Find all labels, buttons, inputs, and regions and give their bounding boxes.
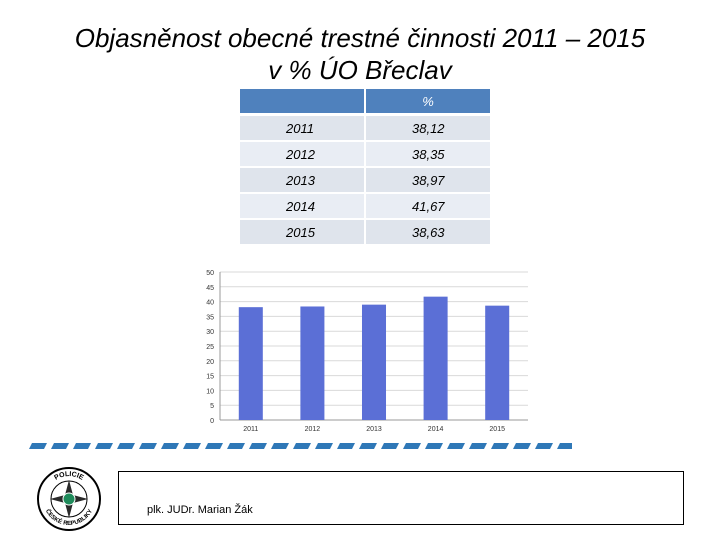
x-tick-label: 2014: [428, 426, 444, 433]
logo-text-top: POLICIE: [53, 471, 85, 482]
table-cell-year: 2015: [240, 220, 366, 246]
table-cell-year: 2011: [240, 116, 366, 142]
y-tick-label: 15: [206, 374, 214, 381]
table-cell-year: 2012: [240, 142, 366, 168]
table-header-percent: %: [366, 89, 490, 116]
title-line-2: v % ÚO Břeclav: [268, 55, 452, 85]
y-tick-label: 10: [206, 388, 214, 395]
slide-title: Objasněnost obecné trestné činnosti 2011…: [0, 22, 720, 86]
table-cell-year: 2014: [240, 194, 366, 220]
table-cell-value: 41,67: [366, 194, 490, 220]
x-tick-label: 2015: [489, 426, 505, 433]
bar: [300, 306, 325, 420]
table-row: 2015 38,63: [240, 220, 490, 246]
y-tick-label: 20: [206, 359, 214, 366]
table-cell-value: 38,63: [366, 220, 490, 246]
x-tick-label: 2013: [366, 426, 382, 433]
y-tick-label: 50: [206, 270, 214, 277]
y-tick-label: 30: [206, 329, 214, 336]
y-tick-label: 35: [206, 314, 214, 321]
table-cell-value: 38,35: [366, 142, 490, 168]
footer-box: plk. JUDr. Marian Žák: [118, 471, 684, 525]
table-row: 2011 38,12: [240, 116, 490, 142]
y-tick-label: 40: [206, 300, 214, 307]
title-line-1: Objasněnost obecné trestné činnosti 2011…: [74, 23, 646, 53]
y-tick-label: 5: [210, 403, 214, 410]
bar: [238, 307, 263, 420]
bar-chart: 0 5 10 15 20 25 30 35 40 45 50 2011 2012 2013 2014 2015: [206, 270, 528, 433]
table-header-year: [240, 89, 366, 116]
table-cell-value: 38,12: [366, 116, 490, 142]
presenter-name: plk. JUDr. Marian Žák: [147, 504, 253, 516]
bar: [361, 304, 387, 420]
table-cell-year: 2013: [240, 168, 366, 194]
y-tick-label: 25: [206, 344, 214, 351]
table-row: 2014 41,67: [240, 194, 490, 220]
table-row: 2012 38,35: [240, 142, 490, 168]
y-tick-label: 0: [210, 418, 214, 425]
table-row: 2013 38,97: [240, 168, 490, 194]
table-header-row: %: [240, 89, 490, 116]
x-tick-label: 2011: [243, 426, 258, 433]
x-tick-label: 2012: [305, 426, 321, 433]
data-table: % 2011 38,12 2012 38,35 2013 38,97 2014 …: [240, 89, 490, 246]
decorative-stripe: [28, 442, 572, 450]
table-cell-value: 38,97: [366, 168, 490, 194]
bar: [423, 296, 448, 420]
police-badge-icon: POLICIE ČESKÉ REPUBLIKY: [37, 467, 101, 531]
y-tick-label: 45: [206, 285, 214, 292]
bar: [485, 305, 510, 420]
